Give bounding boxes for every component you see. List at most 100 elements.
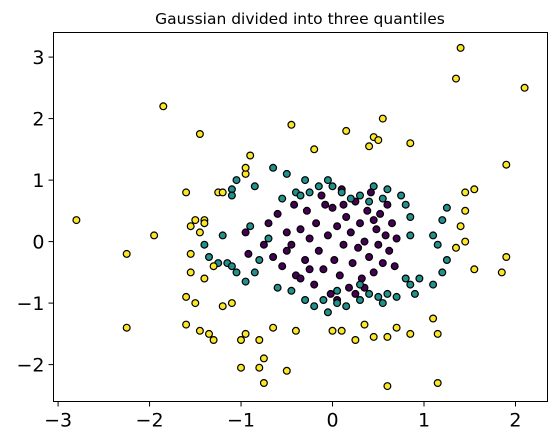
point-outer-71 bbox=[452, 243, 461, 252]
point-outer-2 bbox=[122, 323, 131, 332]
point-outer-23 bbox=[227, 299, 236, 308]
point-inner-15 bbox=[310, 280, 319, 289]
point-outer-1 bbox=[122, 249, 131, 258]
point-outer-70 bbox=[456, 222, 465, 231]
point-outer-59 bbox=[456, 43, 465, 52]
chart-title: Gaussian divided into three quantiles bbox=[155, 10, 445, 28]
point-outer-38 bbox=[291, 326, 300, 335]
point-middle-11 bbox=[264, 234, 273, 243]
point-outer-54 bbox=[406, 139, 415, 148]
y-tick-label: 0 bbox=[32, 232, 44, 254]
point-middle-13 bbox=[282, 169, 291, 178]
point-inner-40 bbox=[369, 268, 378, 277]
point-middle-57 bbox=[337, 188, 346, 197]
point-middle-35 bbox=[392, 292, 401, 301]
point-outer-55 bbox=[406, 329, 415, 338]
point-middle-55 bbox=[356, 191, 365, 200]
point-middle-27 bbox=[323, 308, 332, 317]
point-middle-45 bbox=[438, 216, 447, 225]
point-inner-55 bbox=[369, 216, 378, 225]
point-inner-25 bbox=[335, 271, 344, 280]
point-inner-16 bbox=[312, 219, 321, 228]
x-tick-label: 0 bbox=[326, 410, 338, 432]
point-inner-19 bbox=[319, 265, 328, 274]
point-inner-27 bbox=[339, 240, 348, 249]
point-middle-16 bbox=[301, 176, 310, 185]
point-outer-41 bbox=[328, 326, 337, 335]
point-outer-47 bbox=[369, 332, 378, 341]
point-outer-32 bbox=[255, 336, 264, 345]
point-inner-18 bbox=[317, 191, 326, 200]
y-tick-label: 3 bbox=[32, 47, 44, 69]
point-outer-22 bbox=[218, 302, 227, 311]
point-middle-17 bbox=[278, 194, 287, 203]
point-middle-50 bbox=[397, 191, 406, 200]
point-inner-21 bbox=[326, 289, 335, 298]
point-inner-17 bbox=[314, 246, 323, 255]
point-middle-54 bbox=[365, 197, 374, 206]
point-outer-46 bbox=[365, 142, 374, 151]
point-middle-1 bbox=[227, 191, 236, 200]
point-inner-53 bbox=[296, 274, 305, 283]
x-tick-label: −2 bbox=[136, 410, 164, 432]
point-outer-25 bbox=[241, 329, 250, 338]
point-inner-45 bbox=[381, 231, 390, 240]
point-outer-68 bbox=[497, 268, 506, 277]
point-outer-6 bbox=[182, 292, 191, 301]
point-outer-64 bbox=[461, 188, 470, 197]
point-middle-24 bbox=[301, 296, 310, 305]
point-outer-4 bbox=[159, 102, 168, 111]
point-inner-33 bbox=[354, 243, 363, 252]
point-middle-44 bbox=[442, 203, 451, 212]
point-outer-44 bbox=[351, 336, 360, 345]
point-inner-41 bbox=[372, 225, 381, 234]
x-axis: −3 −2 −1 0 1 2 bbox=[44, 401, 522, 432]
point-outer-57 bbox=[433, 329, 442, 338]
point-outer-66 bbox=[461, 237, 470, 246]
point-middle-29 bbox=[342, 302, 351, 311]
point-middle-61 bbox=[314, 182, 323, 191]
point-middle-36 bbox=[401, 274, 410, 283]
point-middle-62 bbox=[333, 286, 342, 295]
point-middle-25 bbox=[310, 302, 319, 311]
point-middle-22 bbox=[273, 283, 282, 292]
point-outer-14 bbox=[209, 336, 218, 345]
point-middle-31 bbox=[365, 289, 374, 298]
point-outer-62 bbox=[502, 160, 511, 169]
point-outer-3 bbox=[150, 231, 159, 240]
point-middle-60 bbox=[305, 188, 314, 197]
point-inner-58 bbox=[351, 289, 360, 298]
point-outer-28 bbox=[246, 151, 255, 160]
point-middle-9 bbox=[205, 253, 214, 262]
point-outer-56 bbox=[429, 314, 438, 323]
point-inner-49 bbox=[390, 262, 399, 271]
point-inner-48 bbox=[388, 219, 397, 228]
point-middle-49 bbox=[401, 200, 410, 209]
point-inner-36 bbox=[360, 237, 369, 246]
y-tick-label: −1 bbox=[16, 293, 44, 315]
point-outer-34 bbox=[191, 299, 200, 308]
point-outer-24 bbox=[237, 363, 246, 372]
point-middle-41 bbox=[438, 268, 447, 277]
point-middle-23 bbox=[287, 286, 296, 295]
point-inner-43 bbox=[376, 209, 385, 218]
point-inner-3 bbox=[264, 219, 273, 228]
point-inner-38 bbox=[365, 253, 374, 262]
point-inner-31 bbox=[348, 259, 357, 268]
point-outer-60 bbox=[452, 74, 461, 83]
point-middle-53 bbox=[369, 182, 378, 191]
point-inner-44 bbox=[378, 259, 387, 268]
point-inner-59 bbox=[305, 265, 314, 274]
point-middle-51 bbox=[383, 185, 392, 194]
point-middle-40 bbox=[429, 280, 438, 289]
point-inner-6 bbox=[278, 262, 287, 271]
point-outer-35 bbox=[209, 262, 218, 271]
point-inner-20 bbox=[323, 231, 332, 240]
point-outer-18 bbox=[200, 219, 209, 228]
point-middle-48 bbox=[406, 213, 415, 222]
point-outer-33 bbox=[237, 336, 246, 345]
point-outer-19 bbox=[200, 274, 209, 283]
point-middle-2 bbox=[218, 231, 227, 240]
point-outer-49 bbox=[374, 136, 383, 145]
point-outer-5 bbox=[182, 188, 191, 197]
